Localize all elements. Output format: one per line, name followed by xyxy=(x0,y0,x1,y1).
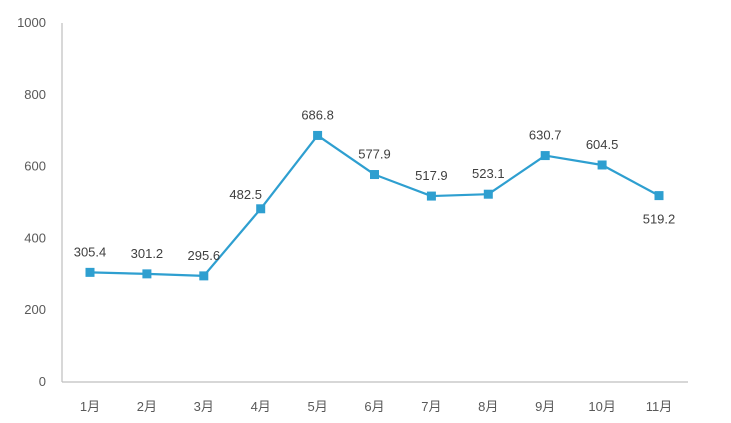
data-point xyxy=(597,160,607,170)
x-tick-label: 1月 xyxy=(80,399,100,414)
y-tick-label: 1000 xyxy=(17,15,46,30)
data-label: 482.5 xyxy=(229,187,262,202)
data-label: 604.5 xyxy=(586,137,619,152)
x-tick-label: 9月 xyxy=(535,399,555,414)
data-point xyxy=(199,271,209,281)
data-point xyxy=(313,130,323,140)
x-tick-label: 3月 xyxy=(194,399,214,414)
data-label: 301.2 xyxy=(131,246,164,261)
data-point xyxy=(654,191,664,201)
data-labels: 305.4 301.2 295.6 482.5 686.8 577.9 517.9 523.1… xyxy=(74,107,676,262)
y-tick-label: 400 xyxy=(24,230,46,245)
data-label: 519.2 xyxy=(643,212,676,227)
data-point xyxy=(540,151,550,161)
data-label: 577.9 xyxy=(358,147,391,162)
series-group xyxy=(85,130,664,281)
x-tick-label: 10月 xyxy=(588,399,615,414)
y-tick-label: 0 xyxy=(39,374,46,389)
data-label: 295.6 xyxy=(188,248,221,263)
x-tick-label: 7月 xyxy=(421,399,441,414)
y-tick-label: 800 xyxy=(24,87,46,102)
data-label: 305.4 xyxy=(74,244,107,259)
data-label: 686.8 xyxy=(301,107,334,122)
x-tick-label: 6月 xyxy=(364,399,384,414)
x-tick-label: 2月 xyxy=(137,399,157,414)
data-point xyxy=(426,191,436,201)
data-point xyxy=(483,189,493,199)
data-label: 523.1 xyxy=(472,166,505,181)
y-tick-label: 200 xyxy=(24,302,46,317)
x-tick-label: 5月 xyxy=(307,399,327,414)
data-point xyxy=(256,204,266,214)
y-axis-ticks: 0 200 400 600 800 1000 xyxy=(17,15,46,389)
data-point xyxy=(370,170,379,180)
x-axis-ticks: 1月 2月 3月 4月 5月 6月 7月 8月 9月 10月 11月 xyxy=(80,399,672,414)
data-point xyxy=(85,267,95,277)
axes xyxy=(61,23,688,383)
y-tick-label: 600 xyxy=(24,159,46,174)
x-tick-label: 8月 xyxy=(478,399,498,414)
data-label: 517.9 xyxy=(415,168,448,183)
x-tick-label: 11月 xyxy=(646,399,673,414)
data-label: 630.7 xyxy=(529,128,562,143)
x-tick-label: 4月 xyxy=(251,399,271,414)
data-point xyxy=(142,269,152,279)
